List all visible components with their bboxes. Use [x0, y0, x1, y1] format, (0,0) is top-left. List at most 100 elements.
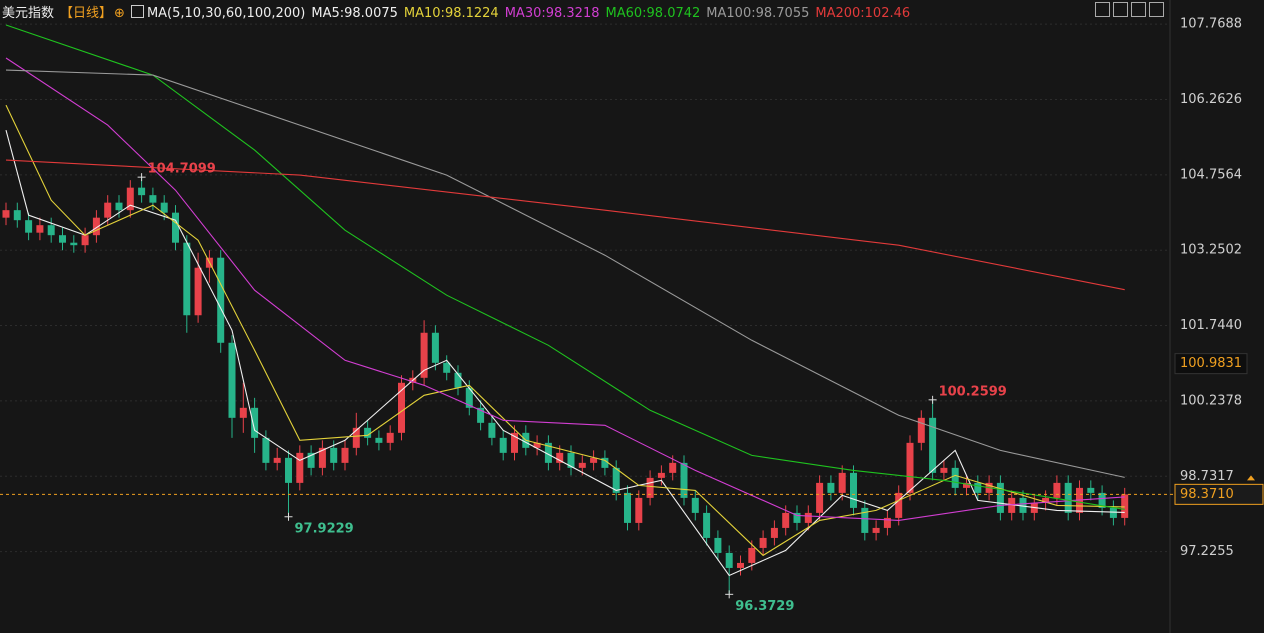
candle-body — [398, 382, 405, 433]
candle-body — [273, 457, 281, 463]
extreme-marker — [284, 512, 293, 521]
candle-body — [239, 407, 247, 418]
indicator-icon[interactable] — [130, 5, 144, 18]
candle-body — [307, 452, 315, 468]
tool-button[interactable] — [1113, 2, 1128, 17]
legend-entry: MA100:98.7055 — [706, 6, 810, 21]
candle-body — [556, 452, 564, 463]
candle-body — [974, 482, 982, 493]
candle-body — [567, 452, 575, 468]
candle-body — [872, 527, 880, 533]
instrument-title: 美元指数 — [2, 6, 55, 21]
candle-body — [443, 362, 451, 373]
candle-body — [804, 512, 812, 523]
candle-body — [318, 447, 326, 468]
candle-body — [1098, 492, 1106, 508]
tool-button[interactable] — [1131, 2, 1146, 17]
candle-body — [25, 220, 33, 233]
tool-button[interactable] — [1149, 2, 1164, 17]
ma-line — [5, 159, 1125, 291]
candle-body — [477, 407, 485, 423]
candle-body — [680, 462, 688, 498]
y-tick-label: 107.7688 — [1180, 17, 1242, 32]
add-icon[interactable]: ⊕ — [114, 6, 125, 21]
y-tick-label: 104.7564 — [1180, 167, 1242, 182]
candle-body — [149, 195, 157, 203]
candle-body — [47, 225, 55, 236]
candle-body — [782, 512, 790, 528]
candle-body — [172, 212, 179, 243]
candle-body — [691, 497, 699, 513]
candle-body — [951, 467, 959, 488]
candle-body — [770, 527, 778, 538]
candle-body — [262, 437, 270, 463]
candle-body — [996, 482, 1004, 513]
candle-body — [138, 187, 146, 196]
candle-body — [364, 427, 372, 438]
candle-body — [194, 267, 202, 316]
candle-body — [104, 202, 112, 218]
candle-body — [488, 422, 496, 438]
candle-body — [59, 235, 66, 243]
candle-body — [36, 225, 44, 233]
candle-body — [465, 387, 473, 408]
legend-entry: MA10:98.1224 — [403, 6, 499, 21]
candle-body — [81, 235, 89, 246]
candle-body — [917, 417, 925, 443]
candle-body — [1019, 497, 1027, 513]
legend: MA5:98.0075 MA10:98.1224 MA30:98.3218 MA60:… — [311, 6, 916, 21]
candle-body — [827, 482, 835, 493]
candle-body — [861, 507, 869, 533]
ma-line — [5, 57, 1125, 521]
candle-body — [714, 537, 722, 553]
candle-body — [669, 462, 677, 473]
candle-body — [1087, 487, 1095, 493]
candle-body — [499, 437, 507, 453]
candle-body — [838, 472, 846, 493]
candle-body — [341, 447, 349, 463]
tool-button[interactable] — [1095, 2, 1110, 17]
period[interactable]: 【日线】 — [60, 6, 113, 21]
candle-body — [92, 217, 100, 236]
extreme-label: 100.2599 — [939, 384, 1007, 399]
y-tick-label: 98.7317 — [1180, 469, 1234, 484]
cursor-price-box — [1174, 353, 1248, 375]
ma-line — [5, 129, 1125, 577]
candle-body — [352, 427, 360, 448]
candle-body — [883, 517, 891, 528]
ma-line — [5, 24, 1125, 510]
candle-body — [850, 472, 857, 508]
candle-body — [635, 497, 643, 523]
cursor-price-label: 100.9831 — [1180, 356, 1242, 371]
candle-body — [1008, 497, 1016, 513]
candle-body — [533, 442, 541, 448]
y-tick-label: 97.2255 — [1180, 544, 1234, 559]
candle-body — [816, 482, 824, 513]
extreme-label: 97.9229 — [295, 521, 354, 536]
toolbar — [1092, 2, 1164, 21]
candle-body — [1121, 494, 1129, 518]
y-tick-label: 101.7440 — [1180, 318, 1242, 333]
ma-line — [5, 69, 1125, 478]
candle-body — [1064, 482, 1072, 513]
candle-body — [1109, 507, 1117, 518]
candle-body — [2, 210, 10, 218]
extreme-label: 96.3729 — [735, 599, 794, 614]
candle-body — [929, 417, 937, 473]
candle-body — [330, 447, 338, 463]
candle-body — [511, 432, 518, 453]
candle-body — [657, 472, 665, 478]
candle-body — [217, 257, 225, 343]
candle-body — [431, 332, 439, 363]
candle-body — [748, 547, 756, 563]
legend-entry: MA60:98.0742 — [605, 6, 701, 21]
legend-entry: MA30:98.3218 — [504, 6, 600, 21]
candle-body — [285, 457, 292, 483]
candle-body — [725, 552, 733, 568]
extreme-marker — [725, 590, 734, 599]
candle-body — [454, 372, 462, 388]
candle-body — [251, 407, 259, 438]
candle-body — [601, 457, 609, 468]
